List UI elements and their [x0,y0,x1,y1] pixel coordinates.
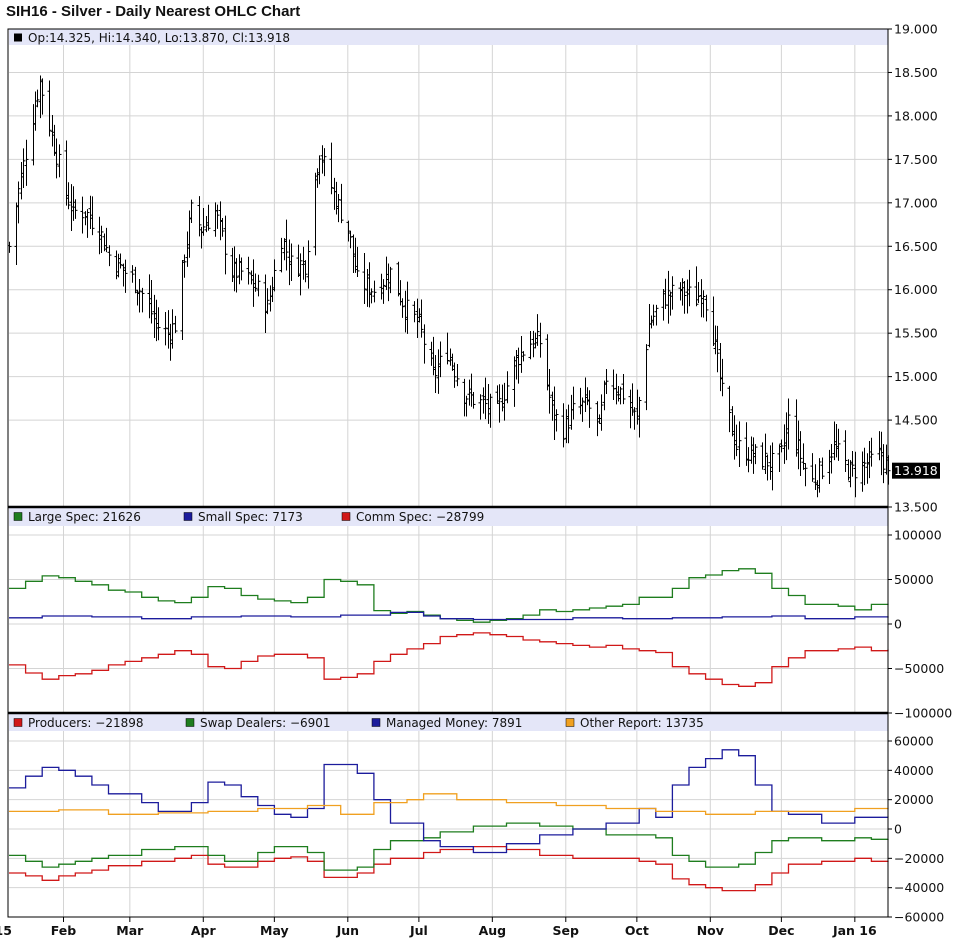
y-tick-label: 15.500 [894,326,938,341]
x-tick-label: Nov [697,923,724,938]
y-tick-label: 20000 [894,792,934,807]
x-tick-label: Jan 15 [0,923,12,938]
legend-producers: Producers: −21898 [28,716,144,730]
y-tick-label: 60000 [894,734,934,749]
series-line-swap-dealers [9,822,889,871]
last-price-label: 13.918 [894,463,938,478]
x-tick-label: Oct [625,923,649,938]
y-tick-label: −40000 [894,880,944,895]
legend-swatch [14,33,22,42]
ohlc-readout: Op:14.325, Hi:14.340, Lo:13.870, Cl:13.9… [28,31,290,45]
x-tick-label: Aug [479,923,507,938]
x-tick-label: Sep [553,923,579,938]
y-tick-label: 19.000 [894,22,938,37]
y-tick-label: 14.500 [894,413,938,428]
legend-swatch [565,718,575,727]
legend-swatch [13,718,23,727]
legend-band [9,29,888,45]
legend-small-spec: Small Spec: 7173 [198,510,303,524]
y-tick-label: 17.000 [894,195,938,210]
chart-title: SIH16 - Silver - Daily Nearest OHLC Char… [6,3,301,20]
y-tick-label: 13.500 [894,500,938,515]
legend-swatch [341,512,351,521]
y-tick-label: 17.500 [894,152,938,167]
y-tick-label: 18.000 [894,108,938,123]
legend-swap-dealers: Swap Dealers: −6901 [200,716,331,730]
legend-band [9,508,888,526]
y-tick-label: 0 [894,617,902,632]
y-tick-label: 16.500 [894,239,938,254]
series-line-comm-spec [9,632,889,687]
last-price-tag [892,462,940,479]
x-tick-label: May [260,923,289,938]
x-tick-label: Jun [336,923,359,938]
y-tick-label: 18.500 [894,65,938,80]
series-line-other-report [9,793,889,815]
y-tick-label: 0 [894,822,902,837]
legend-swatch [371,718,381,727]
y-tick-label: −50000 [894,661,944,676]
legend-swatch [183,512,193,521]
y-tick-label: −100000 [894,706,952,721]
x-tick-label: Apr [191,923,217,938]
legend-large-spec: Large Spec: 21626 [28,510,141,524]
series-line-producers [9,845,889,892]
legend-comm-spec: Comm Spec: −28799 [356,510,484,524]
y-tick-label: −60000 [894,910,944,925]
series-line-small-spec [9,611,889,621]
x-tick-label: Dec [768,923,794,938]
series-line-managed-money [9,749,889,854]
x-tick-label: Mar [116,923,144,938]
legend-band [9,714,888,731]
y-tick-label: 16.000 [894,282,938,297]
legend-swatch [13,512,23,521]
legend-other-report: Other Report: 13735 [580,716,704,730]
legend-managed-money: Managed Money: 7891 [386,716,522,730]
x-tick-label: Jan 16 [832,923,877,938]
plot-frame [7,28,889,918]
x-tick-label: Jul [409,923,428,938]
y-tick-label: 50000 [894,572,934,587]
y-tick-label: −20000 [894,851,944,866]
series-line-large-spec [9,568,889,623]
y-tick-label: 40000 [894,763,934,778]
x-tick-label: Feb [51,923,77,938]
y-tick-label: 100000 [894,528,942,543]
y-tick-label: 15.000 [894,369,938,384]
legend-swatch [185,718,195,727]
